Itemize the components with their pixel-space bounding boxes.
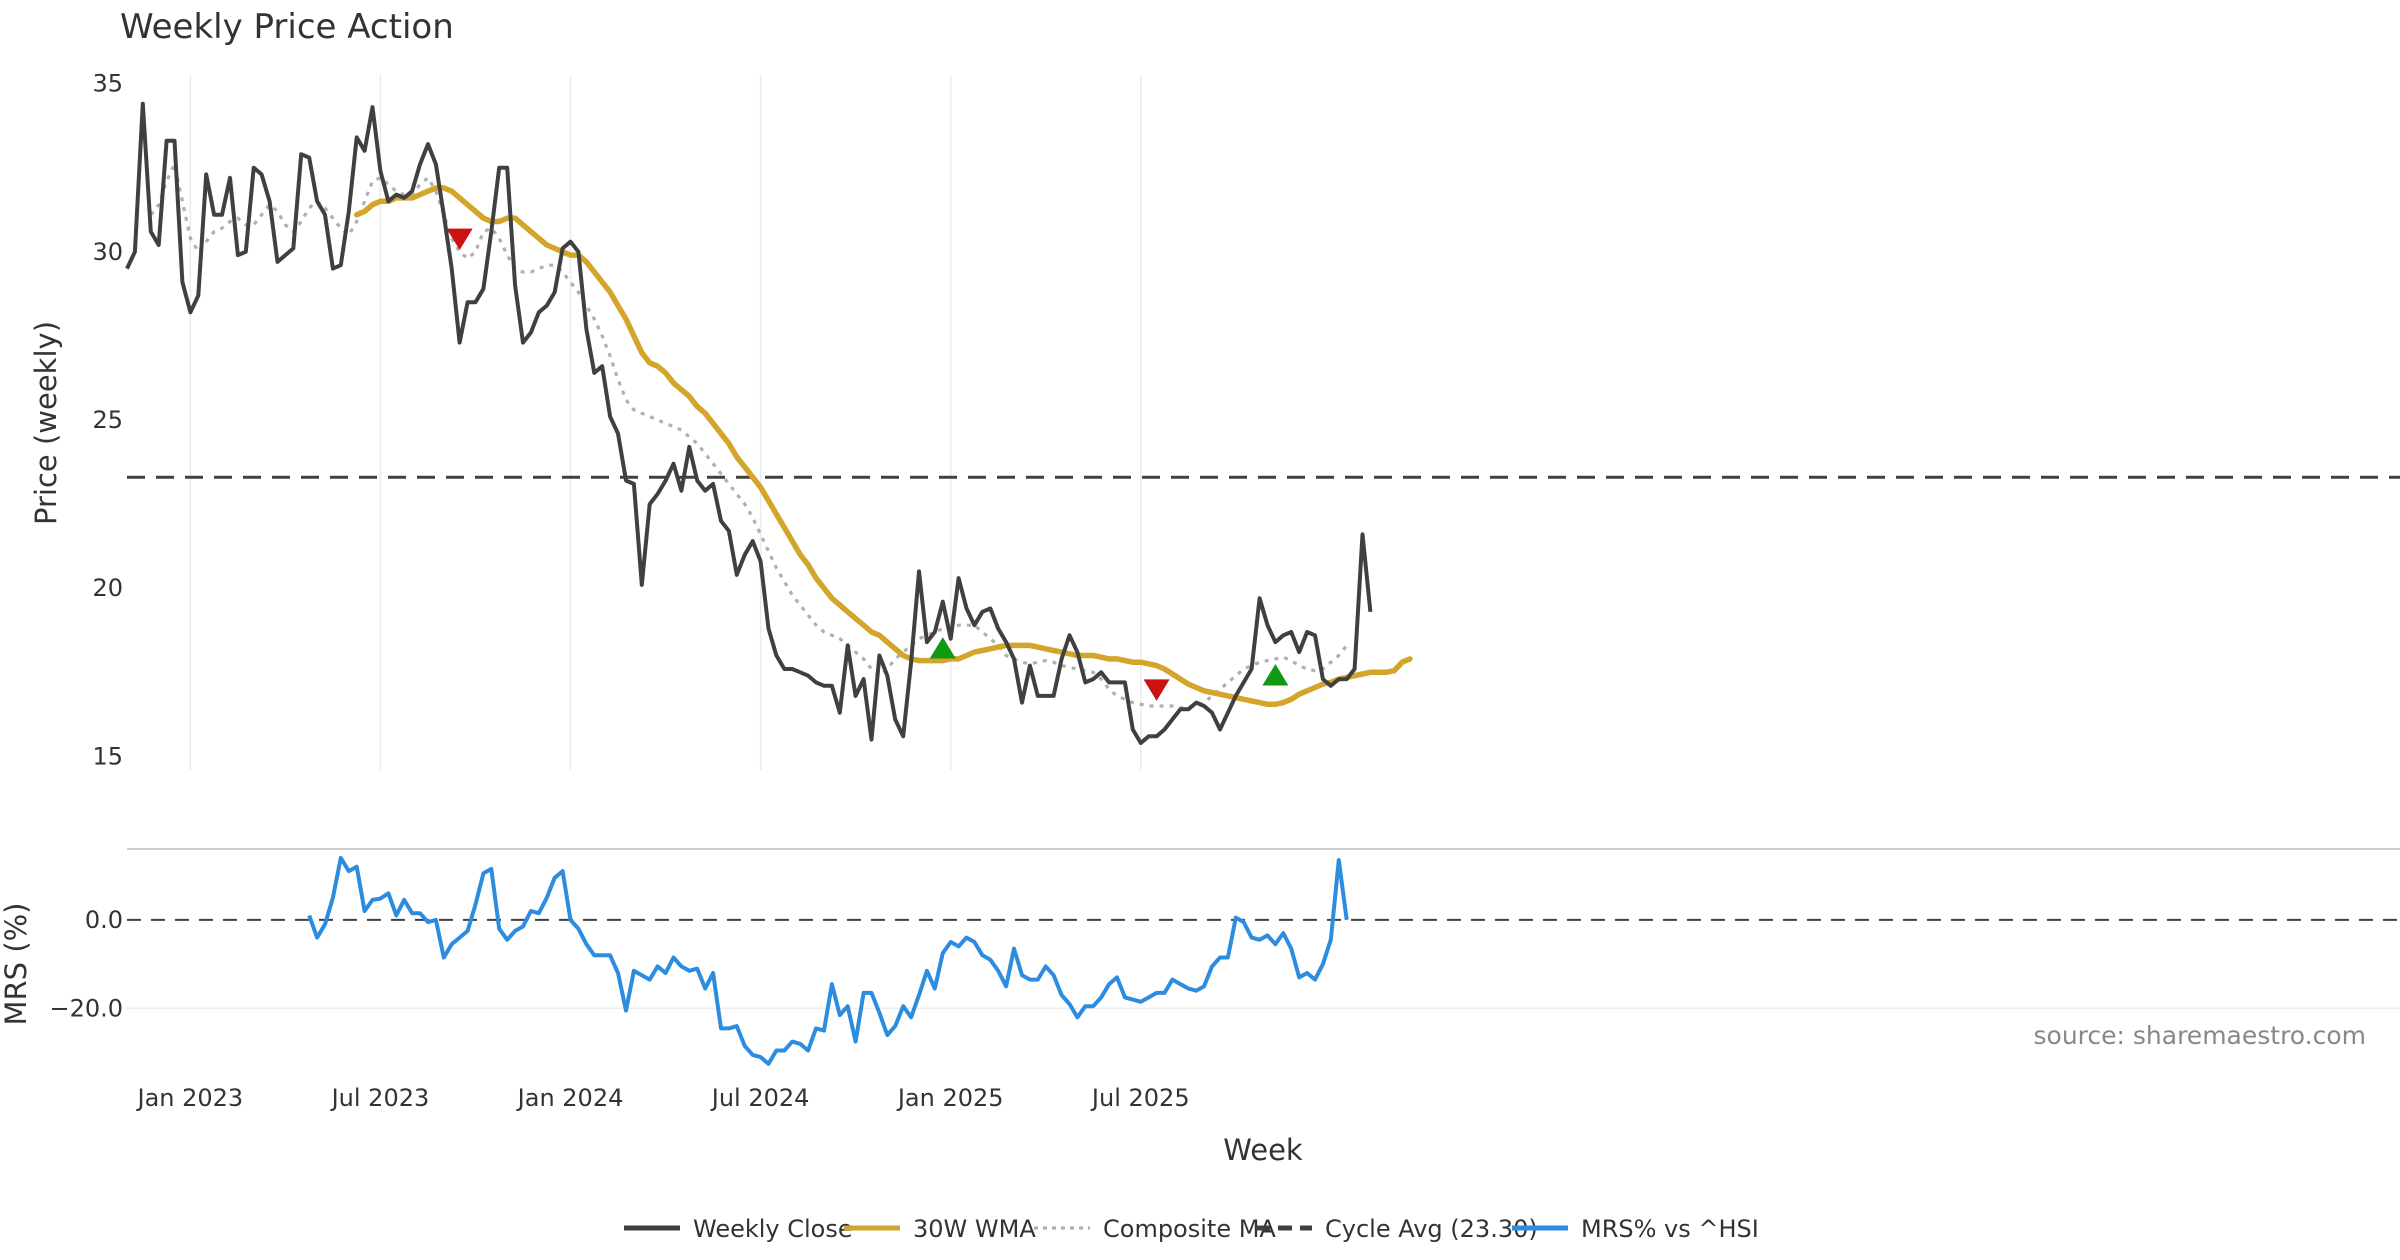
price-y-axis-label: Price (weekly) — [29, 321, 63, 525]
price-grid — [189, 75, 1142, 770]
x-tick-label: Jul 2024 — [710, 1084, 810, 1112]
legend-label-2: Composite MA — [1103, 1215, 1276, 1243]
legend-label-4: MRS% vs ^HSI — [1581, 1215, 1759, 1243]
legend-label-1: 30W WMA — [913, 1215, 1036, 1243]
price-y-tick: 25 — [92, 406, 123, 434]
legend-label-0: Weekly Close — [693, 1215, 853, 1243]
signal-markers — [446, 228, 1289, 701]
mrs-y-axis-label: MRS (%) — [0, 903, 33, 1026]
mrs-y-ticks: 0.0 −20.0 — [49, 906, 123, 1023]
buy-signal-marker-1 — [929, 637, 956, 659]
x-tick-label: Jan 2025 — [896, 1084, 1004, 1112]
source-note: source: sharemaestro.com — [2034, 1021, 2367, 1050]
x-axis-ticks: Jan 2023 Jul 2023 Jan 2024 Jul 2024 Jan 2025… — [136, 1084, 1190, 1112]
x-tick-label: Jan 2023 — [136, 1084, 244, 1112]
mrs-series-group — [307, 855, 1349, 1066]
price-y-ticks: 15 20 25 30 35 — [92, 70, 123, 771]
chart-title: Weekly Price Action — [120, 7, 454, 47]
mrs-grid — [127, 918, 2400, 1010]
price-y-tick: 30 — [92, 238, 123, 266]
mrs-line — [307, 855, 1349, 1066]
x-tick-label: Jan 2024 — [516, 1084, 624, 1112]
x-tick-label: Jul 2023 — [330, 1084, 430, 1112]
x-tick-label: Jul 2025 — [1090, 1084, 1190, 1112]
legend: Weekly Close 30W WMA Composite MA Cycle Avg… — [624, 1215, 1759, 1243]
weekly-close-line — [125, 101, 1373, 745]
mrs-y-tick: −20.0 — [49, 994, 123, 1022]
sell-signal-marker-2 — [1143, 679, 1170, 701]
price-series-group — [125, 101, 2400, 745]
legend-label-3: Cycle Avg (23.30) — [1325, 1215, 1538, 1243]
price-y-tick: 20 — [92, 574, 123, 602]
x-axis-label: Week — [1223, 1133, 1303, 1167]
price-y-tick: 35 — [92, 70, 123, 98]
buy-signal-marker-3 — [1262, 664, 1289, 686]
sell-signal-marker-0 — [446, 228, 473, 251]
mrs-y-tick: 0.0 — [85, 906, 123, 934]
price-y-tick: 15 — [92, 742, 123, 770]
